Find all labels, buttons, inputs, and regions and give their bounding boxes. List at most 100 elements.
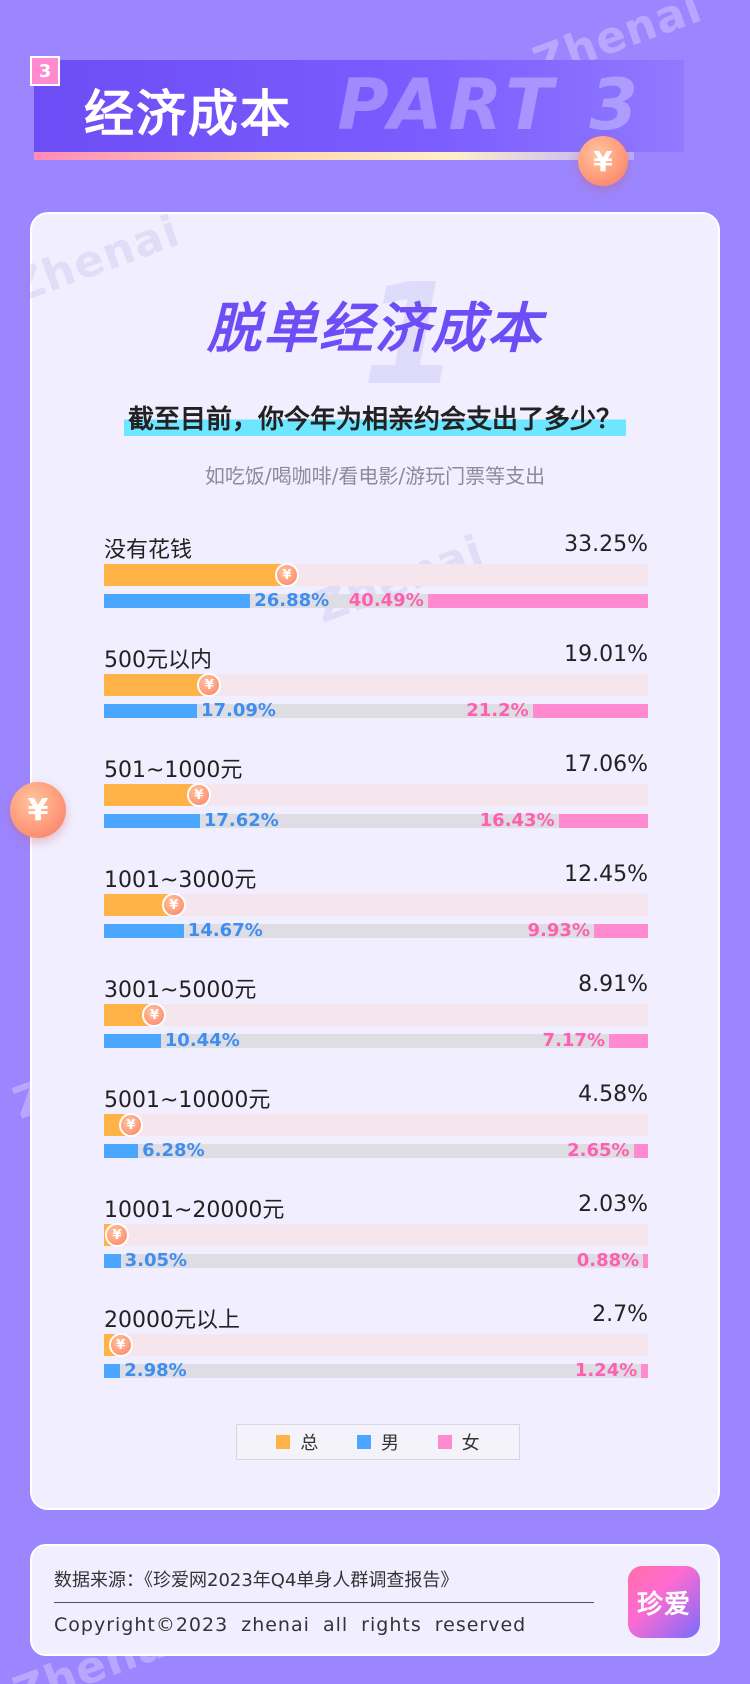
legend-label-female: 女 [461, 1433, 480, 1454]
yen-coin-icon: ¥ [118, 1113, 143, 1137]
yen-coin-icon: ¥ [274, 563, 299, 587]
female-bar [427, 594, 648, 608]
survey-subtitle: 如吃饭/喝咖啡/看电影/游玩门票等支出 [204, 464, 546, 488]
male-bar [104, 704, 197, 718]
male-value-label: 26.88% [254, 590, 330, 611]
yen-coin-icon: ¥ [186, 783, 211, 807]
category-label: 5001~10000元 [104, 1088, 271, 1113]
female-bar [643, 1254, 648, 1268]
category-label: 1001~3000元 [104, 868, 257, 893]
category-label: 501~1000元 [104, 758, 243, 783]
category-label: 3001~5000元 [104, 978, 257, 1003]
footer: 数据来源：《珍爱网2023年Q4单身人群调查报告》 Copyright©2023… [30, 1544, 720, 1656]
chart-row: 10001~20000元 2.03% ¥3.05% 0.88% [104, 1192, 648, 1302]
male-bar [104, 924, 184, 938]
total-bar [104, 784, 197, 806]
legend-item-female: 女 [437, 1429, 480, 1455]
total-value-label: 12.45% [564, 862, 648, 887]
gender-bar-track [104, 924, 648, 938]
yen-coin-icon: ¥ [578, 136, 628, 186]
legend-label-male: 男 [380, 1433, 399, 1454]
male-bar [104, 594, 251, 608]
gender-bar-track [104, 1034, 648, 1048]
total-bar [104, 674, 208, 696]
total-bar-track [104, 1004, 648, 1026]
chart-row: 5001~10000元 4.58% ¥6.28% 2.65% [104, 1082, 648, 1192]
male-value-label: 17.62% [203, 810, 279, 831]
female-value-label: 9.93% [527, 920, 590, 941]
gender-bar-track [104, 814, 648, 828]
male-value-label: 6.28% [142, 1140, 205, 1161]
chart-card: Zhenai Zhenai 1 脱单经济成本 截至目前，你今年为相亲约会支出了多… [5, 206, 720, 1510]
category-label: 没有花钱 [104, 538, 193, 563]
zhenai-logo: 珍爱 [628, 1566, 700, 1638]
total-bar [104, 1004, 153, 1026]
female-bar [532, 704, 648, 718]
female-value-label: 1.24% [574, 1360, 638, 1381]
chart-row: 没有花钱 33.25% ¥26.88% 40.49% [104, 532, 648, 642]
copyright: Copyright©2023 zhenai all rights reserve… [54, 1614, 527, 1636]
male-value-label: 17.09% [200, 700, 276, 721]
female-bar [593, 924, 648, 938]
gender-bar-track [104, 1254, 648, 1268]
female-value-label: 21.2% [466, 700, 529, 721]
card-title: 脱单经济成本 [207, 297, 543, 360]
gender-bar-track [104, 704, 648, 718]
total-value-label: 19.01% [564, 642, 648, 667]
chart-row: 3001~5000元 8.91% ¥10.44% 7.17% [104, 972, 648, 1082]
yen-coin-icon: ¥ [10, 782, 66, 838]
chart-row: 500元以内 19.01% ¥17.09% 21.2% [104, 642, 648, 752]
gender-bar-track [104, 1364, 648, 1378]
female-value-label: 40.49% [348, 590, 424, 611]
total-value-label: 2.7% [592, 1302, 648, 1327]
total-bar-track [104, 674, 648, 696]
legend-swatch-female [437, 1435, 452, 1449]
female-bar [609, 1034, 648, 1048]
legend-item-male: 男 [356, 1429, 399, 1455]
chart-row: 20000元以上 2.7% ¥2.98% 1.24% [104, 1302, 648, 1412]
male-value-label: 14.67% [187, 920, 263, 941]
male-bar [104, 814, 200, 828]
bar-chart: 没有花钱 33.25% ¥26.88% 40.49% 500元以内 19.01% ¥17.0… [104, 532, 648, 1412]
male-bar [104, 1254, 121, 1268]
total-value-label: 17.06% [564, 752, 648, 777]
female-bar [641, 1364, 648, 1378]
category-label: 500元以内 [104, 648, 212, 673]
female-value-label: 0.88% [576, 1250, 640, 1271]
total-bar-track [104, 1334, 648, 1356]
card-title-number: 1 [362, 254, 460, 417]
female-value-label: 2.65% [567, 1140, 630, 1161]
male-value-label: 3.05% [124, 1250, 188, 1271]
total-value-label: 2.03% [578, 1192, 648, 1217]
male-value-label: 2.98% [124, 1360, 187, 1381]
female-bar [633, 1144, 648, 1158]
footer-divider [54, 1602, 594, 1603]
chart-legend: 总 男 女 [236, 1424, 520, 1460]
total-bar-track [104, 784, 648, 806]
section-title: 经济成本 [84, 85, 292, 143]
yen-coin-icon: ¥ [105, 1223, 130, 1247]
chart-row: 1001~3000元 12.45% ¥14.67% 9.93% [104, 862, 648, 972]
survey-question: 截至目前，你今年为相亲约会支出了多少？ [123, 399, 626, 436]
female-value-label: 7.17% [542, 1030, 605, 1051]
data-source: 数据来源：《珍爱网2023年Q4单身人群调查报告》 [54, 1570, 459, 1591]
total-bar-track [104, 894, 648, 916]
yen-coin-icon: ¥ [197, 673, 222, 697]
category-label: 10001~20000元 [104, 1198, 285, 1223]
total-bar [104, 894, 172, 916]
category-label: 20000元以上 [104, 1308, 240, 1333]
total-bar-track [104, 1224, 648, 1246]
header-underline [34, 152, 634, 160]
yen-coin-icon: ¥ [142, 1003, 167, 1027]
female-value-label: 16.43% [479, 810, 555, 831]
yen-coin-icon: ¥ [108, 1333, 133, 1357]
male-value-label: 10.44% [164, 1030, 240, 1051]
legend-item-total: 总 [276, 1429, 318, 1455]
legend-swatch-total [276, 1435, 291, 1449]
legend-swatch-male [356, 1435, 371, 1449]
total-bar [104, 564, 285, 586]
section-header: 经济成本 PART 3 [34, 60, 684, 152]
total-value-label: 8.91% [578, 972, 648, 997]
legend-label-total: 总 [300, 1433, 319, 1454]
gender-bar-track [104, 1144, 648, 1158]
